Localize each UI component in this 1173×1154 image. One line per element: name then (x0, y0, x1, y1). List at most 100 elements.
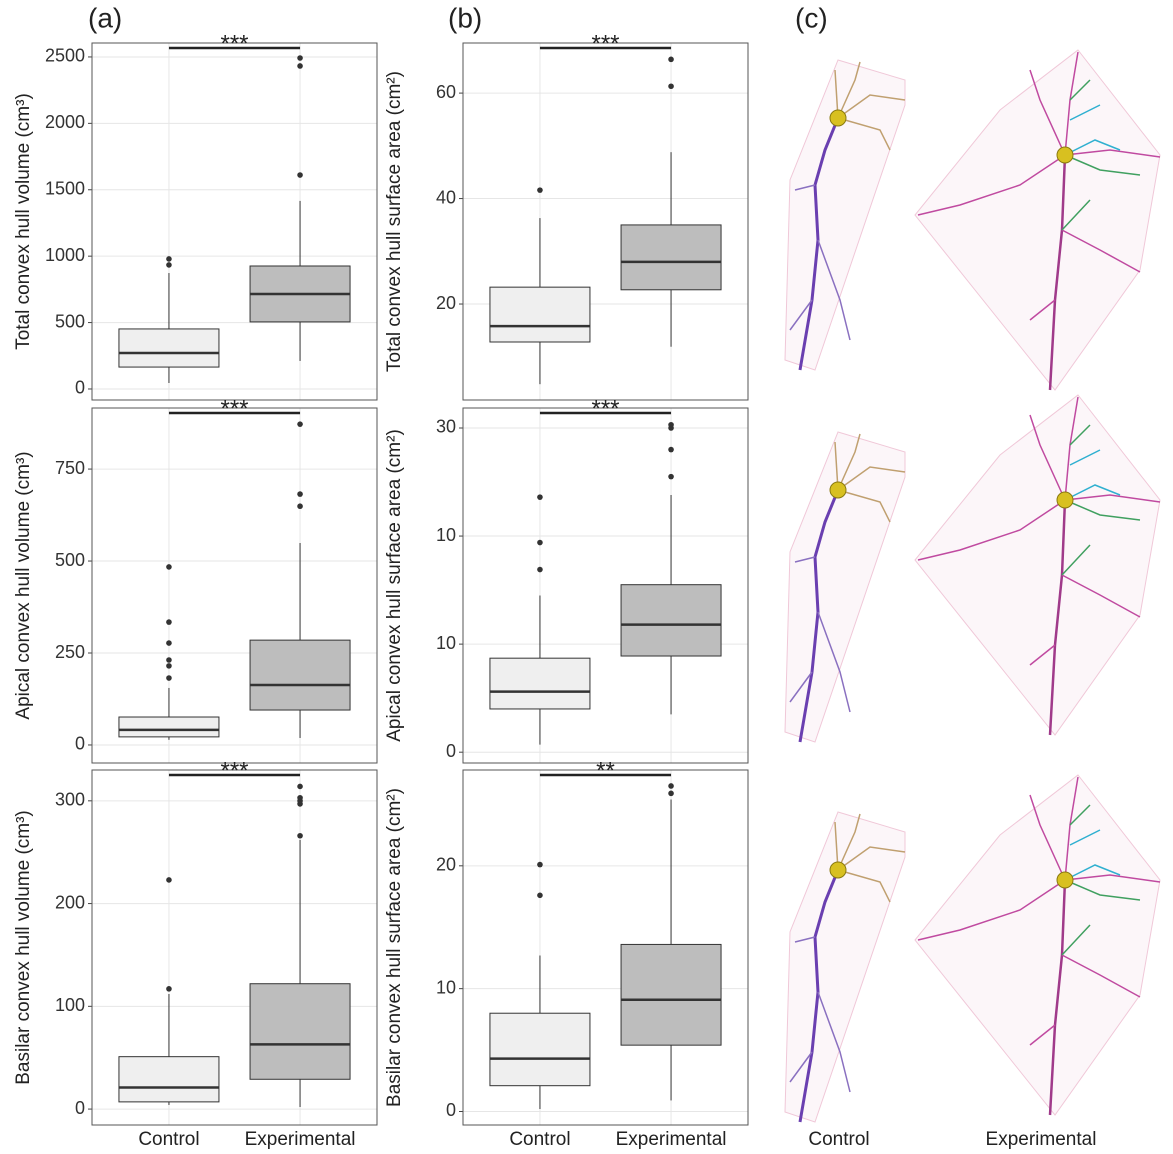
box (489, 286, 591, 343)
outlier (166, 619, 172, 625)
plot-frame (91, 407, 378, 764)
outlier (668, 56, 674, 63)
y-tick-label: 40 (436, 187, 456, 207)
significance-label: *** (591, 395, 619, 422)
outlier (297, 503, 303, 510)
y-tick-label: 200 (55, 892, 85, 912)
y-axis-label: Apical convex hull volume (cm³) (13, 451, 34, 719)
outlier (668, 83, 674, 90)
outlier (166, 675, 172, 681)
y-tick-label: 1000 (45, 245, 85, 265)
y-tick-label: 2000 (45, 112, 85, 132)
plot-frame (462, 407, 749, 764)
y-tick-label: 1500 (45, 179, 85, 199)
plot-frame (462, 769, 749, 1126)
box (118, 328, 220, 368)
box (249, 983, 351, 1080)
y-tick-label: 0 (446, 741, 456, 761)
outlier (166, 657, 172, 663)
outlier (537, 892, 543, 899)
image-label: Control (808, 1129, 869, 1150)
significance-label: *** (220, 395, 248, 422)
outlier (668, 473, 674, 480)
y-tick-label: 300 (55, 790, 85, 810)
y-tick-label: 500 (55, 311, 85, 331)
neuron-image (913, 48, 1162, 392)
outlier (668, 421, 674, 428)
outlier (166, 663, 172, 669)
outlier (668, 783, 674, 789)
x-tick-label: Experimental (245, 1129, 356, 1150)
outlier (297, 783, 303, 790)
outlier (297, 421, 303, 427)
plot-frame (91, 769, 378, 1126)
neuron-image (783, 810, 907, 1124)
box (620, 224, 722, 291)
panel-label: (a) (88, 2, 122, 33)
neuron-image (913, 393, 1162, 737)
x-tick-label: Control (138, 1129, 199, 1150)
significance-label: *** (220, 757, 248, 784)
outlier (537, 494, 543, 500)
outlier (166, 564, 172, 570)
significance-label: *** (591, 30, 619, 57)
y-tick-label: 100 (55, 995, 85, 1015)
y-tick-label: 60 (436, 82, 456, 102)
box (620, 584, 722, 657)
plot-frame (91, 42, 378, 401)
y-tick-label: 30 (436, 417, 456, 437)
box (620, 943, 722, 1046)
neuron-image (783, 430, 907, 744)
outlier (537, 539, 543, 546)
y-tick-label: 2500 (45, 46, 85, 66)
y-axis-label: Basilar convex hull surface area (cm²) (384, 788, 405, 1107)
box (489, 1012, 591, 1087)
outlier (297, 794, 303, 801)
outlier (668, 446, 674, 453)
outlier (537, 861, 543, 868)
y-tick-label: 10 (436, 525, 456, 545)
outlier (166, 986, 172, 992)
box (249, 639, 351, 711)
y-tick-label: 0 (75, 1098, 85, 1118)
outlier (166, 262, 172, 268)
y-tick-label: 500 (55, 550, 85, 570)
outlier (166, 640, 172, 646)
y-tick-label: 10 (436, 977, 456, 997)
panel-label: (c) (795, 2, 828, 33)
neuron-image (913, 773, 1162, 1117)
outlier (668, 790, 674, 797)
y-tick-label: 20 (436, 293, 456, 313)
outlier (166, 256, 172, 262)
box (118, 716, 220, 738)
neuron-image (783, 58, 907, 372)
box (118, 1056, 220, 1103)
y-axis-label: Apical convex hull surface area (cm²) (384, 429, 405, 742)
y-axis-label: Basilar convex hull volume (cm³) (13, 810, 34, 1085)
y-tick-label: 0 (75, 378, 85, 398)
y-tick-label: 20 (436, 855, 456, 875)
image-label: Experimental (986, 1129, 1097, 1150)
y-tick-label: 0 (446, 1100, 456, 1120)
significance-label: ** (596, 757, 615, 784)
y-axis-label: Total convex hull surface area (cm²) (384, 71, 405, 372)
y-axis-label: Total convex hull volume (cm³) (13, 93, 34, 350)
box (489, 657, 591, 710)
outlier (297, 172, 303, 178)
significance-label: *** (220, 30, 248, 57)
outlier (537, 187, 543, 193)
y-tick-label: 250 (55, 642, 85, 662)
x-tick-label: Control (509, 1129, 570, 1150)
outlier (537, 566, 543, 573)
outlier (297, 55, 303, 61)
panel-label: (b) (448, 2, 482, 33)
y-tick-label: 10 (436, 633, 456, 653)
outlier (297, 63, 303, 69)
outlier (166, 877, 172, 883)
y-tick-label: 0 (75, 734, 85, 754)
outlier (297, 491, 303, 497)
plot-frame (462, 42, 749, 401)
x-tick-label: Experimental (616, 1129, 727, 1150)
y-tick-label: 750 (55, 458, 85, 478)
